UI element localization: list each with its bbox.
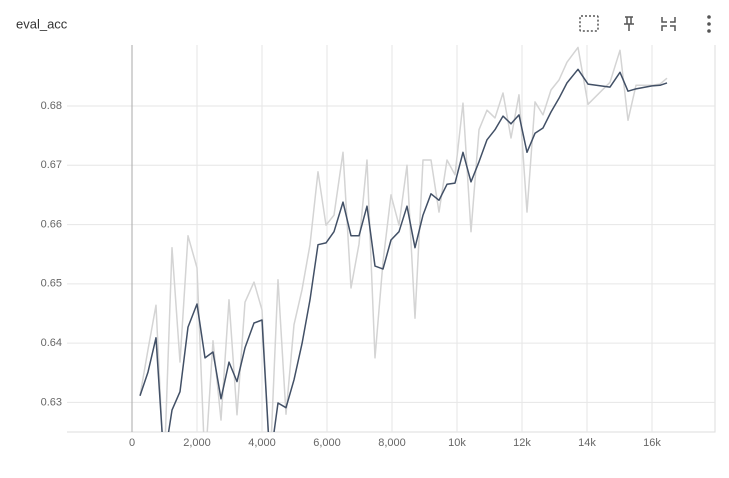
fullscreen-button[interactable] (661, 17, 676, 31)
toggle-y-axis-button[interactable] (579, 15, 599, 32)
menu-button[interactable] (707, 15, 711, 33)
x-tick-label: 16k (643, 437, 661, 449)
x-tick-label: 4,000 (248, 437, 276, 449)
y-tick-label: 0.68 (41, 100, 62, 112)
series-line (139, 68, 668, 432)
y-tick-label: 0.66 (41, 218, 62, 230)
x-tick-label: 12k (513, 437, 531, 449)
x-tick-label: 10k (448, 437, 466, 449)
x-tick-label: 6,000 (313, 437, 341, 449)
y-tick-label: 0.63 (41, 396, 62, 408)
y-tick-label: 0.67 (41, 159, 62, 171)
toolbar (579, 15, 711, 33)
plot-area (139, 46, 668, 432)
x-tick-label: 14k (578, 437, 596, 449)
x-tick-label: 0 (129, 437, 135, 449)
x-tick-label: 8,000 (378, 437, 406, 449)
series-line (139, 46, 668, 432)
chart-title: eval_acc (16, 16, 68, 31)
pin-button[interactable] (624, 16, 634, 31)
plot-frame (67, 45, 716, 433)
y-tick-label: 0.65 (41, 278, 62, 290)
x-tick-label: 2,000 (183, 437, 211, 449)
y-tick-label: 0.64 (41, 337, 62, 349)
